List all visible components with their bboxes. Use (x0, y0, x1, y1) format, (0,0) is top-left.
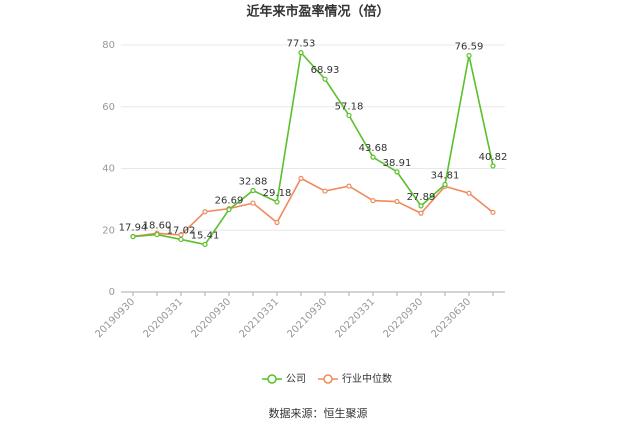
legend-marker (267, 374, 277, 384)
data-label: 32.88 (239, 176, 268, 187)
point (298, 175, 304, 181)
point (394, 198, 400, 205)
data-label: 17.02 (167, 225, 196, 236)
chart-title: 近年来市盈率情况（倍） (246, 4, 389, 20)
x-tick-label: 20230630 (429, 296, 473, 340)
point (490, 209, 496, 215)
point (418, 203, 424, 209)
x-tick-label: 20200331 (141, 296, 185, 340)
y-tick-label: 40 (102, 164, 115, 175)
x-tick-label: 20190930 (93, 296, 137, 340)
data-label: 40.82 (479, 152, 508, 163)
x-tick-label: 20210930 (285, 296, 329, 340)
data-label: 17.94 (119, 223, 148, 234)
point (466, 190, 472, 196)
point (370, 154, 376, 160)
data-label: 18.60 (143, 221, 172, 232)
point (250, 200, 256, 206)
x-tick-label: 20220930 (381, 296, 425, 340)
x-tick-label: 20220331 (333, 296, 377, 340)
data-label: 26.69 (215, 196, 244, 207)
point (322, 76, 328, 82)
point (394, 169, 400, 175)
point (274, 199, 280, 205)
y-tick-label: 0 (109, 287, 115, 298)
series-line (132, 50, 494, 246)
legend-label: 公司 (286, 374, 306, 385)
y-tick-label: 60 (102, 102, 115, 113)
data-label: 38.91 (383, 158, 412, 169)
x-tick-label: 20200930 (189, 296, 233, 340)
point (178, 236, 184, 243)
point (346, 183, 352, 189)
point (250, 187, 256, 194)
point (130, 234, 136, 240)
point (202, 209, 208, 215)
data-label: 76.59 (455, 42, 484, 53)
point (154, 231, 160, 238)
x-tick-label: 20210331 (237, 296, 281, 340)
point (226, 206, 232, 213)
point (370, 198, 376, 204)
point (466, 52, 472, 59)
data-label: 57.18 (335, 101, 364, 112)
point (418, 210, 424, 216)
data-label: 29.18 (263, 188, 292, 199)
point (274, 219, 280, 226)
data-label: 68.93 (311, 65, 340, 76)
data-label: 27.89 (407, 192, 436, 203)
legend-label: 行业中位数 (342, 372, 392, 385)
data-label: 43.68 (359, 143, 388, 154)
point (298, 50, 304, 56)
source: 数据来源：恒生聚源 (269, 406, 368, 420)
y-tick-label: 20 (102, 225, 115, 236)
y-tick-label: 80 (102, 40, 115, 51)
point (202, 241, 208, 248)
data-label: 77.53 (287, 39, 316, 50)
point (322, 188, 328, 194)
series-line (132, 177, 494, 238)
legend-marker (323, 374, 333, 384)
data-label: 34.81 (431, 171, 460, 182)
point (442, 181, 448, 188)
point (346, 112, 352, 119)
point (490, 163, 496, 169)
data-label: 15.41 (191, 230, 220, 241)
